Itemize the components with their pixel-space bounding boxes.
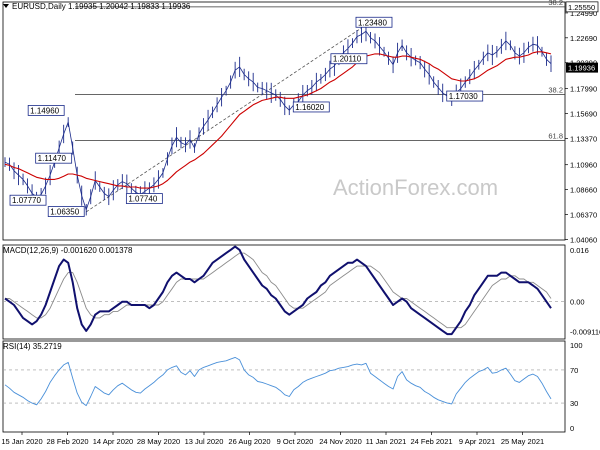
rsi-panel-title: RSI(14) 35.2719: [3, 342, 62, 351]
rsi-y-tick-label: 70: [570, 366, 578, 375]
price-annotation-box: [125, 193, 163, 204]
macd-line: [4, 245, 552, 336]
moving-average-line: [4, 51, 552, 189]
price-annotation-box: [446, 90, 484, 102]
price-y-tick-label: 1.22690: [570, 34, 597, 43]
price-annotation-label: 1.23480: [358, 18, 387, 27]
x-tick-label: 24 Nov 2020: [319, 437, 362, 446]
price-panel: 1.265501.249901.226901.203901.179901.156…: [4, 0, 599, 244]
x-tick-label: 28 Feb 2020: [46, 437, 88, 446]
price-y-tick-label: 1.04060: [570, 235, 597, 244]
dropdown-triangle-icon: [3, 4, 9, 8]
macd-panel-frame: [2, 244, 566, 340]
fib-level-label: 61.8: [548, 131, 563, 140]
price-annotation-box: [330, 53, 368, 65]
price-annotation-box: [9, 194, 47, 206]
x-tick-label: 9 Oct 2020: [277, 437, 314, 446]
price-panel-frame: [2, 1, 566, 241]
price-y-tick-label: 1.26550: [570, 0, 597, 1]
price-annotation-box: [355, 16, 393, 28]
price-annotation-label: 1.06350: [50, 208, 79, 217]
macd-y-tick-label: 0.00: [570, 298, 585, 307]
price-annotation-label: 1.07770: [12, 196, 41, 205]
price-annotation-box: [35, 152, 73, 164]
x-tick-label: 26 Aug 2020: [228, 437, 270, 446]
current-price-label: 1.19936: [568, 64, 595, 73]
x-tick-label: 25 May 2021: [501, 437, 544, 446]
rsi-panel-frame: [2, 340, 566, 433]
price-annotation-label: 1.16020: [295, 103, 324, 112]
x-tick-label: 9 Apr 2021: [459, 437, 495, 446]
price-y-tick-label: 1.13370: [570, 135, 597, 144]
rsi-y-tick-label: 100: [570, 341, 583, 350]
price-y-tick-label: 1.06370: [570, 210, 597, 219]
x-axis: 15 Jan 2020 28 Feb 2020 14 Apr 2020 28 May …: [1, 432, 544, 446]
fib-level-label: 38.2: [548, 85, 563, 94]
price-annotation-box: [292, 101, 330, 113]
panel-frames: [2, 1, 566, 433]
price-annotation-label: 1.17030: [449, 92, 478, 101]
rsi-y-tick-label: 0: [570, 424, 574, 433]
rsi-panel: 100 70 30 0: [3, 341, 583, 433]
price-annotation-label: 1.07740: [128, 195, 157, 204]
price-y-tick-label: 1.08660: [570, 186, 597, 195]
price-panel-title: EURUSD,Daily 1.19935 1.20042 1.19833 1.1…: [12, 2, 191, 11]
fib-level-label: 38.2: [548, 0, 563, 7]
x-tick-label: 13 Jul 2020: [185, 437, 224, 446]
price-annotation-box: [47, 206, 85, 217]
price-annotation-label: 1.14960: [30, 106, 59, 115]
price-annotation-label: 1.20110: [333, 55, 362, 64]
macd-y-tick-label: 0.016: [570, 246, 589, 255]
price-y-tick-label: 1.10960: [570, 161, 597, 170]
rsi-line: [4, 356, 552, 407]
price-annotation-box: [27, 105, 65, 116]
x-tick-label: 28 May 2020: [137, 437, 180, 446]
macd-y-tick-label: -0.009116: [570, 327, 600, 336]
macd-panel: 0.016 0.00 -0.009116: [3, 245, 600, 336]
x-tick-label: 15 Jan 2020: [1, 437, 42, 446]
top-level-label: 1.25550: [568, 3, 595, 12]
current-price-box: [566, 62, 598, 73]
macd-panel-title: MACD(12,26,9) -0.001620 0.001378: [3, 246, 133, 255]
price-y-tick-label: 1.24990: [570, 9, 597, 18]
x-tick-label: 11 Jan 2021: [366, 437, 407, 446]
price-y-tick-label: 1.17990: [570, 85, 597, 94]
actionforex-watermark: ActionForex.com: [333, 175, 498, 200]
top-level-label-box: [565, 1, 599, 13]
price-y-tick-label: 1.15690: [570, 110, 597, 119]
rsi-y-tick-label: 30: [570, 399, 578, 408]
x-tick-label: 14 Apr 2020: [93, 437, 133, 446]
price-annotation-label: 1.11470: [38, 154, 67, 163]
trend-line: [86, 27, 362, 213]
macd-signal-line: [5, 252, 552, 329]
x-tick-label: 24 Feb 2021: [410, 437, 452, 446]
